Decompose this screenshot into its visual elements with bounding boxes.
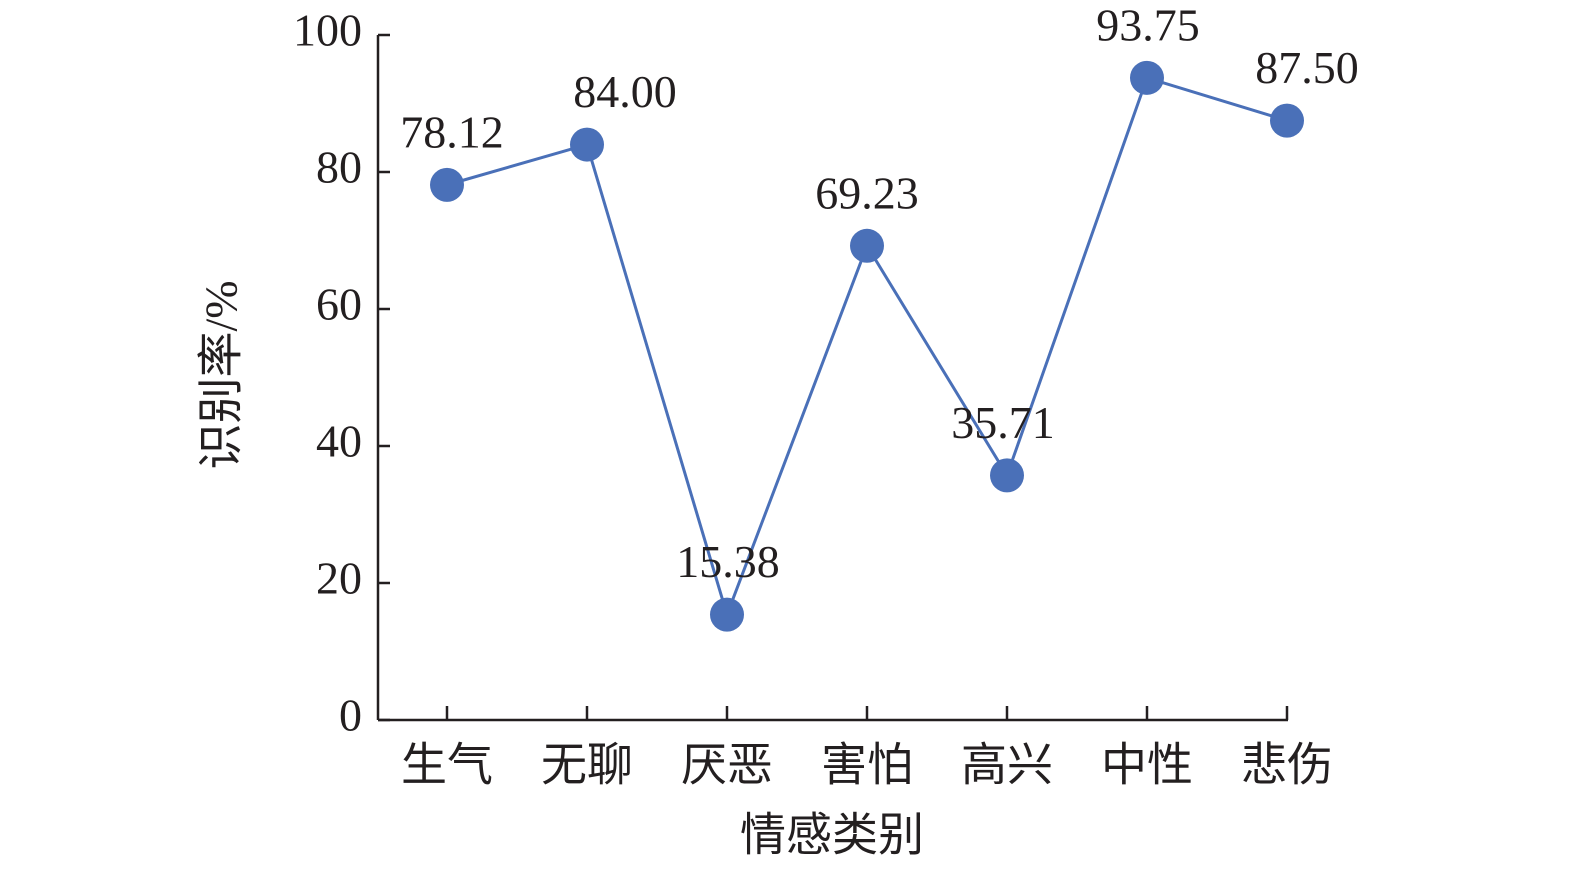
data-label: 78.12: [400, 106, 504, 157]
data-label: 93.75: [1096, 0, 1200, 50]
series-line: [446, 75, 1288, 620]
y-tick-label: 100: [293, 5, 362, 56]
data-point: [1130, 60, 1164, 95]
x-tick-label: 厌恶: [681, 740, 773, 791]
x-tick-label: 高兴: [961, 740, 1053, 791]
data-point: [570, 127, 604, 162]
x-tick-label: 中性: [1101, 740, 1193, 791]
data-label: 35.71: [951, 397, 1055, 448]
y-axis-title: 识别率/%: [196, 280, 247, 469]
y-tick-label: 20: [316, 553, 362, 604]
data-point: [710, 597, 744, 632]
x-tick-label: 生气: [401, 740, 493, 791]
data-point: [990, 458, 1024, 493]
y-tick-label: 60: [316, 279, 362, 330]
data-label: 84.00: [573, 66, 677, 117]
data-point: [1270, 103, 1304, 138]
data-point: [430, 167, 464, 202]
x-tick-label: 害怕: [821, 740, 913, 791]
y-tick-label: 40: [316, 416, 362, 467]
data-label: 15.38: [676, 536, 780, 587]
data-point: [850, 228, 884, 263]
y-tick-label: 80: [316, 142, 362, 193]
y-tick-label: 0: [339, 690, 362, 741]
data-label: 69.23: [815, 167, 919, 218]
x-axis-title: 情感类别: [740, 810, 924, 861]
data-label: 87.50: [1255, 42, 1359, 93]
x-tick-label: 悲伤: [1241, 740, 1333, 791]
x-tick-label: 无聊: [541, 740, 633, 791]
